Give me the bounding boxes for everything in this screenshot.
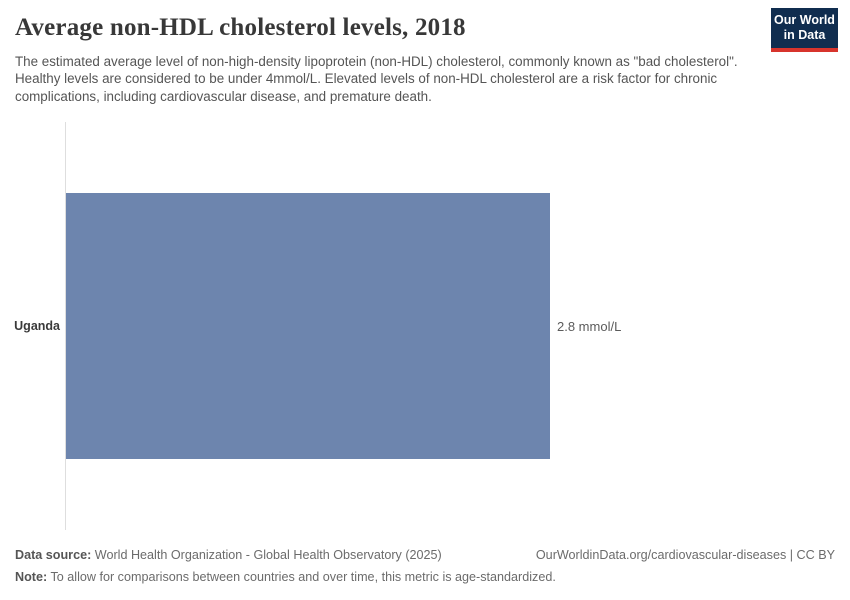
bar-uganda[interactable] [66,193,550,459]
logo-text-line2: in Data [783,28,826,42]
chart-title: Average non-HDL cholesterol levels, 2018 [15,14,466,41]
value-label-uganda: 2.8 mmol/L [557,319,622,334]
chart-footer: Data source: World Health Organization -… [15,548,835,585]
data-source-label: Data source: [15,548,92,562]
y-axis-line [65,122,66,530]
attribution-link[interactable]: OurWorldinData.org/cardiovascular-diseas… [535,548,835,562]
chart-subtitle: The estimated average level of non-high-… [15,54,738,104]
note-label: Note: [15,569,48,584]
data-source-text: World Health Organization - Global Healt… [94,548,442,562]
note-text: To allow for comparisons between countri… [50,569,556,584]
entity-label-uganda: Uganda [14,319,60,333]
note-line: Note: To allow for comparisons between c… [15,570,835,586]
logo-text-line1: Our World [774,13,835,28]
owid-logo[interactable]: Our World in Data [771,8,838,52]
data-source-line: Data source: World Health Organization -… [15,548,442,564]
